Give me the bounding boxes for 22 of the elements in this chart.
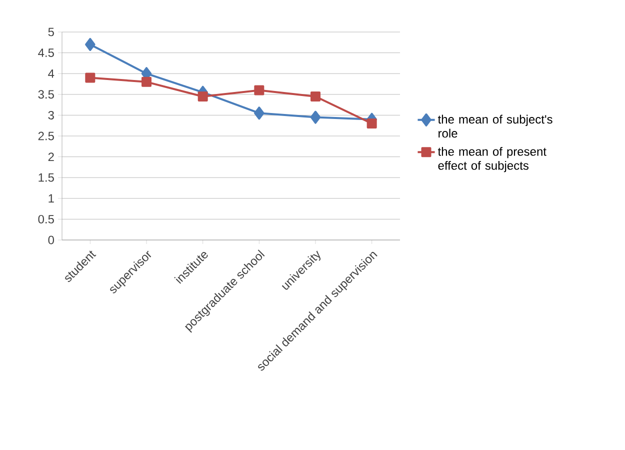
- y-tick-label: 1.5: [38, 173, 54, 182]
- y-tick-label: 5: [48, 28, 54, 36]
- point: [254, 85, 264, 96]
- y-tick-label: 4.5: [38, 48, 54, 57]
- y-tick-label: 3.5: [38, 90, 54, 99]
- legend-label: the mean of present effect of subjects: [438, 147, 546, 172]
- y-tick-label: 2.5: [38, 132, 54, 140]
- point: [310, 91, 320, 102]
- legend-label: the mean of subject's role: [438, 114, 552, 138]
- y-tick-label: 3: [48, 110, 54, 120]
- y-tick-label: 4: [48, 69, 54, 78]
- y-tick-label: 0: [48, 236, 54, 244]
- point: [85, 38, 96, 51]
- point: [198, 91, 208, 102]
- point: [366, 118, 377, 129]
- y-tick-label: 2: [48, 152, 54, 161]
- point: [254, 106, 264, 120]
- y-tick-label: 1: [48, 194, 54, 203]
- point: [142, 76, 152, 87]
- point: [310, 110, 321, 124]
- y-tick-label: 0.5: [38, 214, 54, 224]
- point: [85, 72, 96, 83]
